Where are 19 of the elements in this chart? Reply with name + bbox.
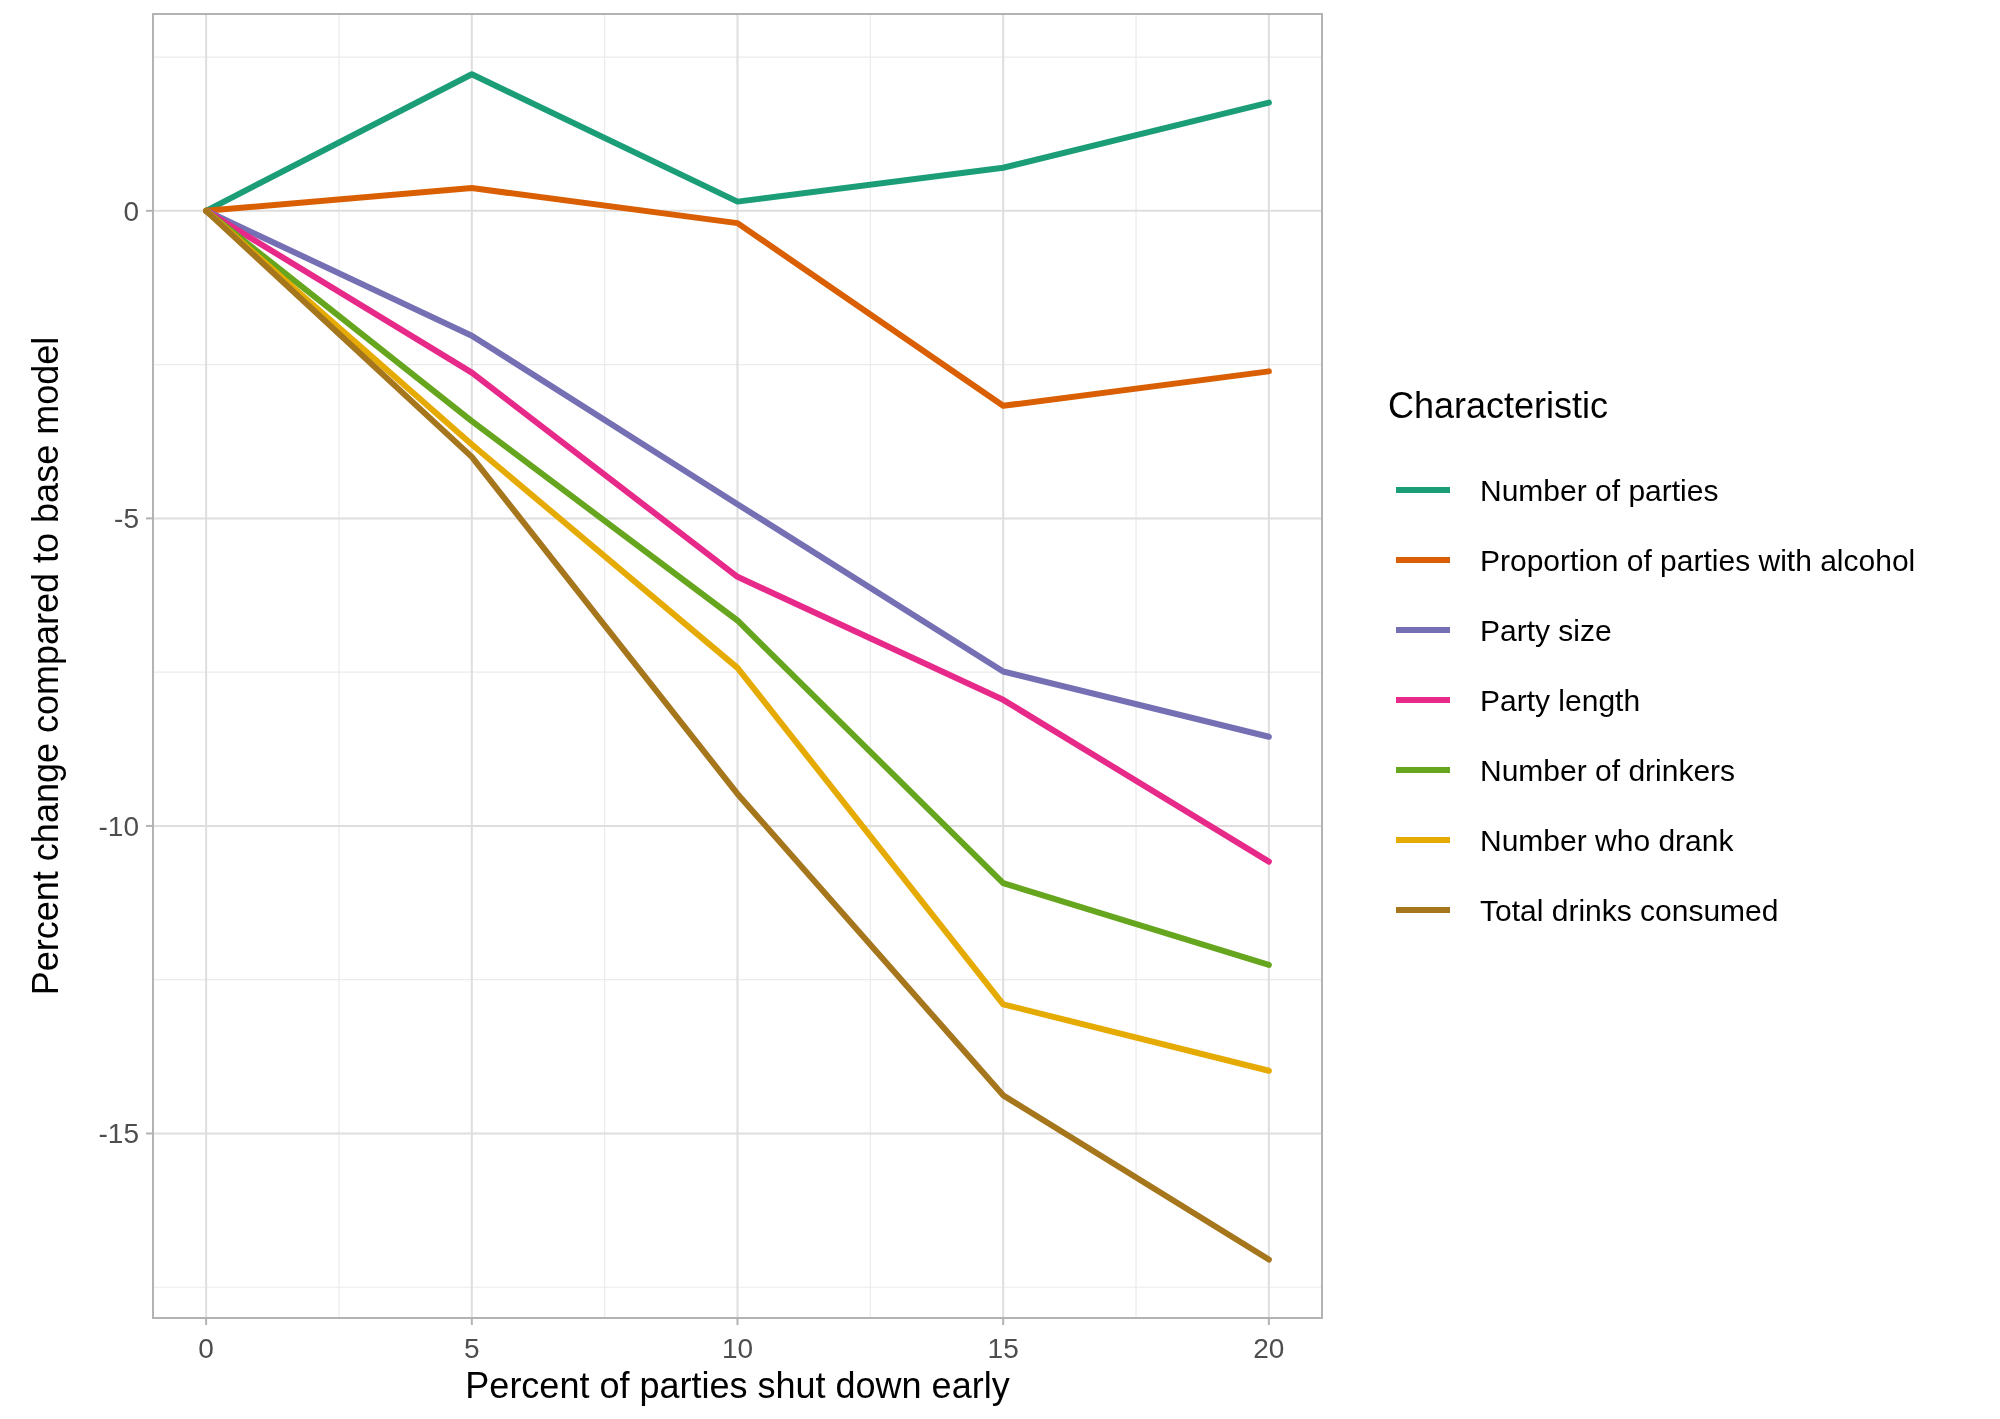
y-tick-label: 0 (123, 195, 139, 227)
y-tick-label: -15 (98, 1118, 139, 1150)
y-tick-label: -5 (114, 503, 139, 535)
legend-title: Characteristic (1388, 385, 1609, 426)
y-tick-label: -10 (98, 810, 139, 842)
x-tick-label: 5 (464, 1333, 480, 1364)
x-axis-title: Percent of parties shut down early (465, 1365, 1010, 1406)
legend-label: Total drinks consumed (1480, 893, 1779, 927)
x-tick-label: 20 (1253, 1333, 1285, 1364)
x-tick-label: 0 (198, 1333, 214, 1364)
legend-label: Party length (1480, 683, 1641, 717)
x-tick-label: 15 (987, 1333, 1019, 1364)
legend-label: Party size (1480, 613, 1612, 647)
legend-label: Number of parties (1480, 473, 1719, 507)
legend-label: Proportion of parties with alcohol (1480, 543, 1916, 577)
y-axis-title: Percent change compared to base model (25, 336, 66, 996)
legend-label: Number of drinkers (1480, 753, 1736, 787)
legend-label: Number who drank (1480, 823, 1735, 857)
x-tick-label: 10 (721, 1333, 754, 1364)
